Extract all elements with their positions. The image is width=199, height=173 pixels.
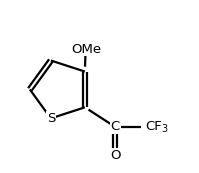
Text: C: C <box>111 120 120 133</box>
Text: CF: CF <box>146 120 162 133</box>
Text: 3: 3 <box>162 124 168 134</box>
Text: OMe: OMe <box>71 43 101 56</box>
Text: O: O <box>110 149 121 162</box>
Text: S: S <box>47 112 55 125</box>
